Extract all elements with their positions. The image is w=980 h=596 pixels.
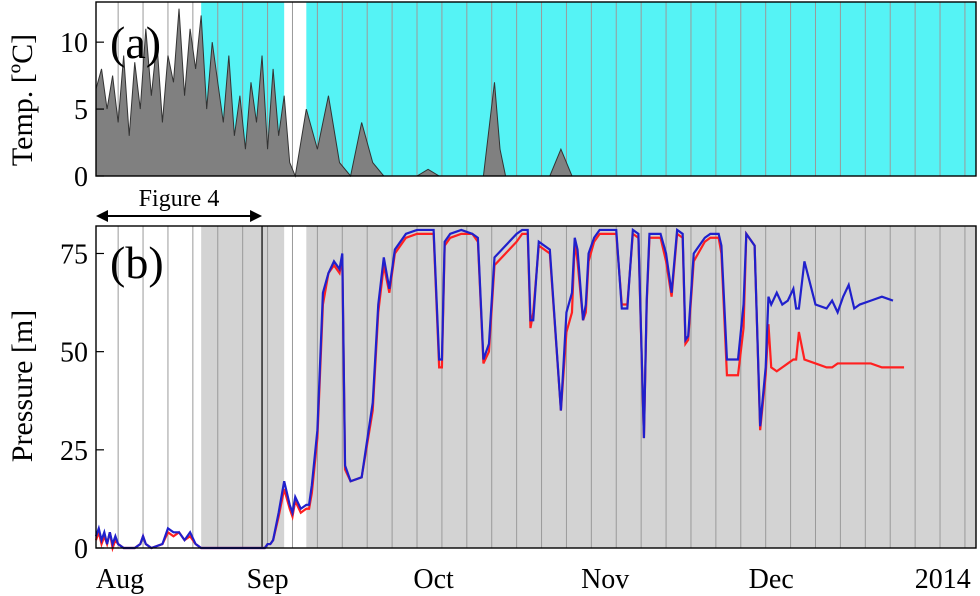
x-tick-label: 2014 xyxy=(915,564,971,595)
figure-4-annotation: Figure 4 xyxy=(96,186,263,222)
panel-a-temperature: 0 5 10 (a) Temp. [ºC] xyxy=(6,1,977,193)
y-tick-label: 10 xyxy=(60,28,88,59)
panel-a-label: (a) xyxy=(110,17,161,68)
y-tick-label: 5 xyxy=(74,95,88,126)
x-tick-label: Dec xyxy=(749,564,794,595)
x-tick-label: Nov xyxy=(581,564,629,595)
y-tick-label: 75 xyxy=(60,239,88,270)
panel-b-label: (b) xyxy=(110,237,164,288)
y-tick-label: 25 xyxy=(60,436,88,467)
panel-b-frame xyxy=(95,225,977,549)
panel-b-pressure: 0 25 50 75 Aug Sep Oct Nov Dec 2014 (b) Pressure… xyxy=(6,225,977,595)
figure-4-right-arrowhead xyxy=(250,210,263,222)
figure-4-left-arrowhead xyxy=(96,210,108,222)
y-tick-label: 0 xyxy=(74,162,88,193)
x-tick-label: Sep xyxy=(247,564,289,595)
panel-b-y-axis-title: Pressure [m] xyxy=(6,310,39,462)
y-tick-label: 50 xyxy=(60,338,88,369)
panel-a-frame xyxy=(95,1,977,177)
x-tick-label: Oct xyxy=(413,564,454,595)
figure-4-label: Figure 4 xyxy=(139,186,220,212)
y-tick-label: 0 xyxy=(74,534,88,565)
x-tick-label: Aug xyxy=(96,564,144,595)
panel-a-y-axis-title: Temp. [ºC] xyxy=(6,34,39,166)
